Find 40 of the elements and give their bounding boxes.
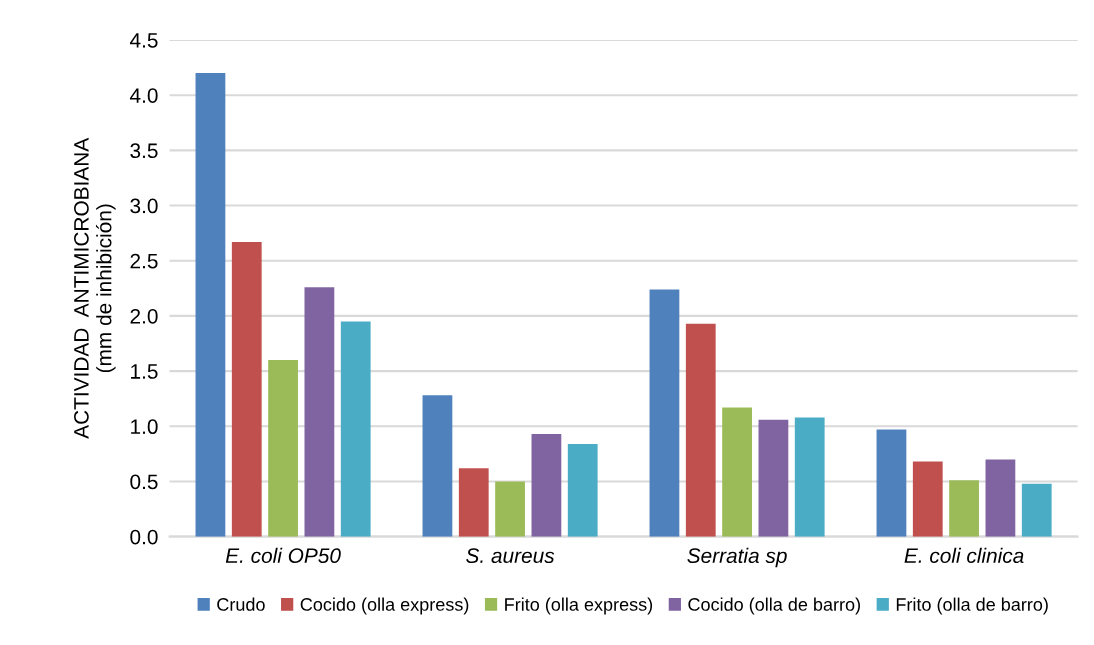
bar — [649, 289, 680, 537]
bar — [304, 287, 335, 537]
bar — [985, 459, 1016, 537]
x-tick-label: S. aureus — [466, 548, 555, 564]
legend-label: Frito (olla de barro) — [896, 597, 1048, 615]
y-tick-label: 1.0 — [131, 419, 158, 435]
bar — [531, 434, 562, 537]
bar — [268, 360, 298, 537]
bar — [495, 481, 525, 537]
y-tick-label: 0.0 — [130, 529, 158, 545]
y-tick-label: 2.0 — [130, 308, 158, 324]
legend-label: Frito (olla express) — [505, 597, 653, 615]
y-tick-label: 4.5 — [129, 33, 158, 48]
y-tick-label: 2.5 — [130, 253, 158, 269]
y-tick-label: 3.5 — [130, 143, 158, 159]
bar — [567, 443, 598, 537]
bar — [685, 323, 716, 537]
y-tick-label: 1.5 — [131, 364, 158, 379]
legend-label: Cocido (olla de barro) — [688, 597, 860, 615]
y-tick-label: 0.5 — [130, 474, 158, 490]
bar — [231, 241, 262, 537]
legend-label: Crudo — [217, 597, 265, 611]
legend-label: Cocido (olla express) — [300, 597, 469, 615]
y-tick-label: 3.0 — [130, 198, 158, 214]
y-axis-title: ACTIVIDAD ANTIMICROBIANA (mm de inhibición) — [74, 137, 116, 439]
bar — [422, 395, 453, 537]
bar — [458, 468, 489, 537]
bar — [949, 480, 979, 537]
bar — [340, 321, 371, 537]
bar — [1021, 483, 1052, 537]
bar — [195, 73, 226, 537]
y-tick-label: 4.0 — [129, 88, 158, 103]
bar — [794, 417, 825, 537]
x-tick-label: E. coli OP50 — [225, 547, 341, 564]
x-tick-label: Serratia sp — [687, 547, 787, 568]
x-tick-label: E. coli clinica — [904, 547, 1024, 564]
bar — [758, 419, 789, 537]
bar — [876, 429, 907, 537]
bar — [722, 407, 752, 537]
bar — [912, 461, 943, 537]
